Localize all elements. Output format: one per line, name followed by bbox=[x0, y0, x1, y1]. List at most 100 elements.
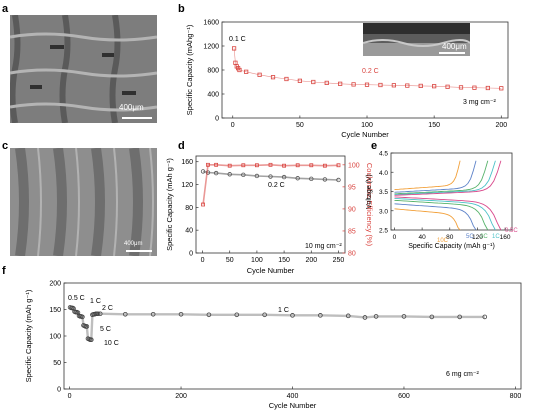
f-point bbox=[80, 314, 85, 320]
d-point bbox=[227, 172, 232, 177]
y-tick-label: 4.5 bbox=[379, 151, 388, 158]
d-point bbox=[200, 169, 206, 174]
y-tick-label: 3.5 bbox=[379, 189, 388, 196]
chart-b: 0 50 100 150 200 0 400 800 1200 1600 Cycle Number S… bbox=[185, 20, 509, 139]
x-tick-label: 250 bbox=[333, 257, 345, 264]
y-axis-label: Voltage (V) bbox=[366, 174, 373, 209]
chart-d: 0 50 100 150 200 250 0 40 80 120 160 Cycle Number Sp… bbox=[165, 155, 374, 275]
y-tick-label: 0 bbox=[57, 387, 61, 394]
d-point bbox=[206, 162, 210, 167]
b-point bbox=[237, 67, 242, 73]
e-discharge-curve-2C bbox=[394, 199, 489, 231]
f-point bbox=[318, 313, 323, 318]
f-point bbox=[457, 314, 462, 320]
d-point bbox=[322, 163, 327, 168]
e-series-label: 0.5C bbox=[505, 228, 518, 234]
e-series-label: 10C bbox=[437, 238, 449, 244]
y-axis-label: Specific Capacity (mAh g⁻¹) bbox=[165, 158, 174, 251]
d-point bbox=[281, 174, 287, 180]
d-point bbox=[336, 177, 341, 183]
panel-letter-f: f bbox=[2, 265, 6, 277]
f-label-r5: 5 C bbox=[100, 326, 111, 333]
y-tick-label: 1200 bbox=[203, 44, 219, 51]
d-point bbox=[336, 163, 341, 168]
x-tick-label: 50 bbox=[296, 122, 304, 129]
panel-letter-c: c bbox=[2, 140, 8, 152]
d-point bbox=[322, 177, 328, 182]
y-tick-label: 40 bbox=[185, 228, 193, 235]
f-point bbox=[429, 314, 435, 320]
x-tick-label: 0 bbox=[231, 122, 235, 129]
x-axis-label: Specific Capacity (mAh g⁻¹) bbox=[408, 243, 495, 250]
y-tick-label: 120 bbox=[181, 182, 193, 189]
x-tick-label: 200 bbox=[175, 393, 187, 400]
e-charge-curve-1C bbox=[394, 160, 496, 196]
plot-frame bbox=[195, 155, 346, 254]
d-point bbox=[295, 163, 300, 168]
micrograph-b-inset bbox=[363, 23, 470, 56]
x-tick-label: 150 bbox=[278, 257, 290, 264]
d-point bbox=[241, 163, 246, 168]
x-tick-label: 40 bbox=[418, 234, 426, 241]
f-label-loading: 6 mg cm⁻² bbox=[446, 371, 480, 378]
x-tick-label: 100 bbox=[361, 122, 373, 129]
f-label-r10: 10 C bbox=[104, 340, 119, 347]
e-charge-curve-10C bbox=[394, 160, 461, 191]
d-label-loading: 10 mg cm⁻² bbox=[305, 243, 342, 250]
e-discharge-curve-1C bbox=[394, 197, 496, 231]
d-point bbox=[213, 170, 219, 176]
y-tick-label: 50 bbox=[53, 360, 61, 367]
e-series-label: 1C bbox=[492, 234, 500, 240]
y-tick-label: 0 bbox=[215, 116, 219, 123]
micrograph-a bbox=[10, 15, 157, 123]
y-tick-label: 100 bbox=[49, 334, 61, 341]
x-tick-label: 200 bbox=[305, 257, 317, 264]
f-point bbox=[262, 312, 267, 318]
panel-letter-b: b bbox=[178, 3, 185, 15]
f-point bbox=[206, 312, 212, 318]
y-tick-label: 1600 bbox=[203, 20, 219, 27]
y-tick-label: 80 bbox=[185, 205, 193, 212]
f-point bbox=[150, 311, 156, 317]
y-right-tick-label: 85 bbox=[348, 228, 356, 235]
e-charge-curve-5C bbox=[394, 160, 477, 193]
y-tick-label: 160 bbox=[181, 159, 193, 166]
x-tick-label: 80 bbox=[446, 234, 454, 241]
panel-letter-e: e bbox=[371, 140, 377, 152]
x-tick-label: 120 bbox=[472, 234, 483, 241]
panel-letter-d: d bbox=[178, 140, 185, 152]
e-series-label: 5C bbox=[466, 234, 474, 240]
x-tick-label: 600 bbox=[398, 393, 410, 400]
y-tick-label: 0 bbox=[189, 251, 193, 258]
x-axis-label: Cycle Number bbox=[341, 130, 389, 139]
f-label-r2: 2 C bbox=[102, 305, 113, 312]
y-tick-label: 3.0 bbox=[379, 208, 388, 215]
scale-bar-a: 400μm bbox=[119, 103, 144, 112]
scale-bar-c: 400μm bbox=[124, 241, 142, 247]
y-axis-label: Specific Capacity (mAhg⁻¹) bbox=[185, 24, 194, 115]
e-discharge-curve-10C bbox=[394, 208, 461, 231]
scale-bar-b-inset: 400μm bbox=[442, 42, 467, 51]
y-right-tick-label: 80 bbox=[348, 251, 356, 258]
e-discharge-curve-5C bbox=[394, 203, 477, 231]
f-point bbox=[290, 313, 295, 318]
y-right-tick-label: 95 bbox=[348, 184, 356, 191]
d-point bbox=[254, 173, 260, 179]
f-label-r1a: 1 C bbox=[90, 298, 101, 305]
y-tick-label: 2.5 bbox=[379, 228, 388, 235]
x-tick-label: 160 bbox=[500, 234, 511, 241]
d-point bbox=[309, 176, 314, 182]
x-tick-label: 100 bbox=[251, 257, 263, 264]
b-series-line bbox=[233, 48, 502, 89]
e-series-label: 2C bbox=[480, 234, 488, 240]
x-axis-label: Cycle Number bbox=[269, 401, 317, 410]
b-label-loading: 3 mg cm⁻² bbox=[463, 99, 497, 106]
d-point bbox=[255, 163, 259, 168]
f-label-r05: 0.5 C bbox=[68, 295, 85, 302]
y-right-axis-label: Coulombic Efficiency (%) bbox=[365, 163, 374, 247]
d-point bbox=[268, 174, 273, 179]
x-tick-label: 800 bbox=[510, 393, 522, 400]
y-tick-label: 4.0 bbox=[379, 170, 388, 177]
x-tick-label: 150 bbox=[428, 122, 440, 129]
e-discharge-curve-0.5C bbox=[394, 196, 502, 231]
